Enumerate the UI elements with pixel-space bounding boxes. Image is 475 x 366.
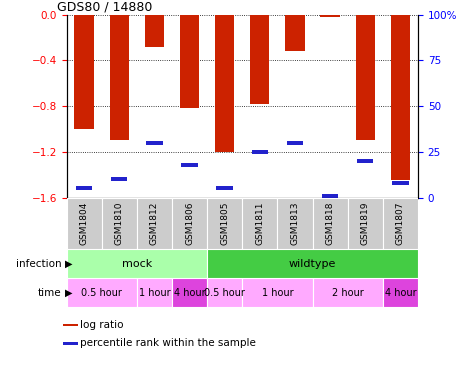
Text: percentile rank within the sample: percentile rank within the sample: [80, 338, 256, 348]
Bar: [137, 198, 172, 249]
Bar: [66, 198, 102, 249]
Bar: [313, 198, 348, 249]
Text: wildtype: wildtype: [289, 258, 336, 269]
Bar: [145, 15, 164, 46]
Bar: [348, 198, 383, 249]
Text: GSM1804: GSM1804: [80, 202, 88, 245]
Text: ▶: ▶: [65, 288, 72, 298]
Text: GSM1812: GSM1812: [150, 202, 159, 245]
Bar: [75, 15, 94, 129]
Text: 0.5 hour: 0.5 hour: [81, 288, 122, 298]
Text: GSM1813: GSM1813: [291, 202, 299, 245]
Bar: [63, 324, 78, 326]
Text: 1 hour: 1 hour: [262, 288, 293, 298]
Text: log ratio: log ratio: [80, 320, 124, 330]
Bar: [172, 278, 207, 307]
Bar: [207, 198, 242, 249]
Bar: [180, 15, 199, 108]
Text: GSM1807: GSM1807: [396, 202, 405, 245]
Bar: [392, 181, 408, 185]
Bar: [111, 178, 127, 181]
Bar: [102, 198, 137, 249]
Text: GSM1806: GSM1806: [185, 202, 194, 245]
Bar: [146, 141, 162, 145]
Bar: [287, 141, 303, 145]
Bar: [383, 278, 418, 307]
Bar: [277, 198, 313, 249]
Text: 4 hour: 4 hour: [174, 288, 205, 298]
Bar: [242, 278, 313, 307]
Text: 2 hour: 2 hour: [332, 288, 363, 298]
Text: GSM1811: GSM1811: [256, 202, 264, 245]
Bar: [66, 249, 207, 278]
Text: 1 hour: 1 hour: [139, 288, 170, 298]
Text: mock: mock: [122, 258, 152, 269]
Text: infection: infection: [16, 258, 62, 269]
Bar: [172, 198, 207, 249]
Text: GDS80 / 14880: GDS80 / 14880: [57, 1, 152, 14]
Bar: [217, 187, 233, 190]
Bar: [207, 249, 418, 278]
Bar: [63, 342, 78, 345]
Text: time: time: [38, 288, 62, 298]
Bar: [285, 15, 304, 51]
Text: GSM1818: GSM1818: [326, 202, 334, 245]
Text: 0.5 hour: 0.5 hour: [204, 288, 245, 298]
Bar: [242, 198, 277, 249]
Bar: [391, 15, 410, 180]
Bar: [137, 278, 172, 307]
Bar: [181, 163, 198, 167]
Bar: [252, 150, 268, 154]
Bar: [383, 198, 418, 249]
Text: GSM1805: GSM1805: [220, 202, 229, 245]
Bar: [66, 278, 137, 307]
Bar: [322, 194, 338, 198]
Text: GSM1819: GSM1819: [361, 202, 370, 245]
Bar: [110, 15, 129, 141]
Bar: [313, 278, 383, 307]
Bar: [356, 15, 375, 141]
Bar: [207, 278, 242, 307]
Bar: [357, 159, 373, 163]
Bar: [76, 187, 92, 190]
Bar: [250, 15, 269, 104]
Bar: [215, 15, 234, 152]
Text: ▶: ▶: [65, 258, 72, 269]
Text: GSM1810: GSM1810: [115, 202, 124, 245]
Text: 4 hour: 4 hour: [385, 288, 416, 298]
Bar: [321, 15, 340, 17]
